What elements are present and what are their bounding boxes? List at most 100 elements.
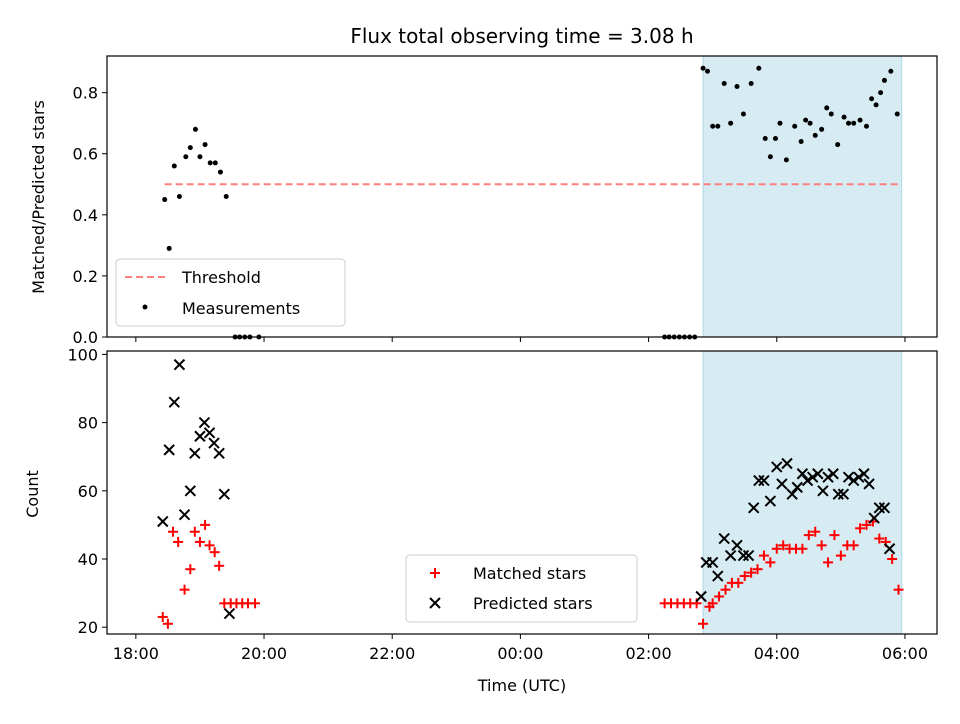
measurement-point xyxy=(792,123,798,129)
ratio-axes-frame xyxy=(106,55,938,338)
measurement-point xyxy=(734,84,740,90)
matched-star-point xyxy=(758,550,769,561)
predicted-star-point xyxy=(873,502,886,514)
measurement-point xyxy=(878,90,884,96)
predicted-star-point xyxy=(796,468,809,480)
predicted-star-point xyxy=(781,457,793,470)
measurement-point xyxy=(824,105,830,111)
matched-star-point xyxy=(720,584,731,595)
x-tick-label: 20:00 xyxy=(241,644,287,663)
measurement-point xyxy=(700,65,706,71)
predicted-star-point xyxy=(747,502,760,514)
predicted-star-point xyxy=(731,539,743,552)
measurement-point xyxy=(851,120,857,126)
predicted-star-point xyxy=(712,570,724,582)
measurement-point xyxy=(721,80,727,86)
matched-star-point xyxy=(168,526,179,537)
predicted-star-point xyxy=(847,474,860,487)
measurement-point xyxy=(728,120,734,126)
measurement-point xyxy=(187,145,193,151)
matched-star-point xyxy=(185,564,196,575)
predicted-star-point xyxy=(168,396,181,408)
predicted-star-point xyxy=(827,468,839,480)
legend-predicted-label: Predicted stars xyxy=(473,594,593,613)
measurement-point xyxy=(762,135,768,141)
ratio-legend: Threshold Measurements xyxy=(115,258,346,327)
measurement-point xyxy=(863,123,869,129)
measurement-point xyxy=(869,96,875,102)
matched-star-point xyxy=(810,526,821,537)
predicted-star-point xyxy=(194,430,206,442)
predicted-star-point xyxy=(801,474,814,487)
matched-star-point xyxy=(797,543,808,554)
measurement-point xyxy=(705,68,711,74)
y-tick-label: 0.6 xyxy=(73,145,98,164)
matched-star-point xyxy=(189,526,200,537)
y-tick-label: 100 xyxy=(67,345,98,364)
matched-star-point xyxy=(209,547,220,558)
matched-star-point xyxy=(733,577,744,588)
matched-star-point xyxy=(698,618,709,629)
legend-predicted-marker xyxy=(429,597,441,609)
count-panel: 20 40 60 80 100 18:00 20:00 22:00 00:00 02:00 04:… xyxy=(23,345,938,695)
x-tick-label: 00:00 xyxy=(497,644,543,663)
measurement-point xyxy=(798,139,804,145)
measurement-point xyxy=(835,142,841,148)
predicted-star-point xyxy=(218,488,230,500)
y-tick-label: 0.0 xyxy=(73,328,98,347)
x-tick-label: 18:00 xyxy=(113,644,159,663)
predicted-star-point xyxy=(817,485,829,497)
predicted-star-point xyxy=(758,474,770,487)
x-tick-label: 22:00 xyxy=(369,644,415,663)
legend-matched-label: Matched stars xyxy=(473,564,586,583)
matched-star-point xyxy=(848,540,859,551)
matched-star-point xyxy=(874,533,885,544)
measurement-point xyxy=(715,123,721,129)
count-axes-frame xyxy=(106,350,938,635)
measurement-point xyxy=(166,245,172,251)
matched-star-point xyxy=(173,536,184,547)
predicted-star-point xyxy=(173,358,186,371)
predicted-star-point xyxy=(764,495,777,507)
predicted-star-point xyxy=(883,543,896,555)
predicted-star-point xyxy=(812,468,824,480)
measurement-point xyxy=(841,114,847,120)
measurement-point xyxy=(756,65,762,71)
measurement-point xyxy=(748,80,754,86)
matched-star-point xyxy=(707,598,718,609)
matched-star-point xyxy=(746,567,757,578)
predicted-star-point xyxy=(178,508,191,521)
y-tick-label: 20 xyxy=(78,618,98,637)
measurement-point xyxy=(812,132,818,138)
matched-star-point xyxy=(861,519,872,530)
predicted-star-point xyxy=(695,590,707,603)
measurement-point xyxy=(888,68,894,74)
predicted-star-point xyxy=(724,549,737,562)
legend-measurements-label: Measurements xyxy=(182,299,300,318)
legend-measurements-marker xyxy=(142,304,148,310)
observing-window-span xyxy=(702,55,903,338)
matched-star-point xyxy=(835,550,846,561)
matched-star-point xyxy=(816,540,827,551)
ratio-panel: 0.00.20.40.60.8 Matched/Predicted stars … xyxy=(29,55,938,347)
predicted-star-point xyxy=(776,478,788,490)
measurement-point xyxy=(183,154,189,160)
measurement-point xyxy=(881,77,887,83)
predicted-star-point xyxy=(737,549,750,562)
y-tick-label: 0.2 xyxy=(73,267,98,286)
measurement-point xyxy=(873,102,879,108)
predicted-star-point xyxy=(832,488,845,500)
matched-star-point xyxy=(771,543,782,554)
predicted-star-point xyxy=(208,437,220,449)
matched-star-point xyxy=(162,618,173,629)
predicted-star-point xyxy=(786,488,798,500)
figure-title: Flux total observing time = 3.08 h xyxy=(350,24,693,48)
count-x-axis-label: Time (UTC) xyxy=(477,676,566,695)
y-tick-label: 80 xyxy=(78,414,98,433)
matched-star-point xyxy=(200,519,211,530)
matched-star-point xyxy=(739,571,750,582)
matched-star-point xyxy=(803,530,814,541)
matched-star-point xyxy=(179,584,190,595)
measurement-point xyxy=(803,117,809,123)
predicted-star-point xyxy=(858,468,870,480)
